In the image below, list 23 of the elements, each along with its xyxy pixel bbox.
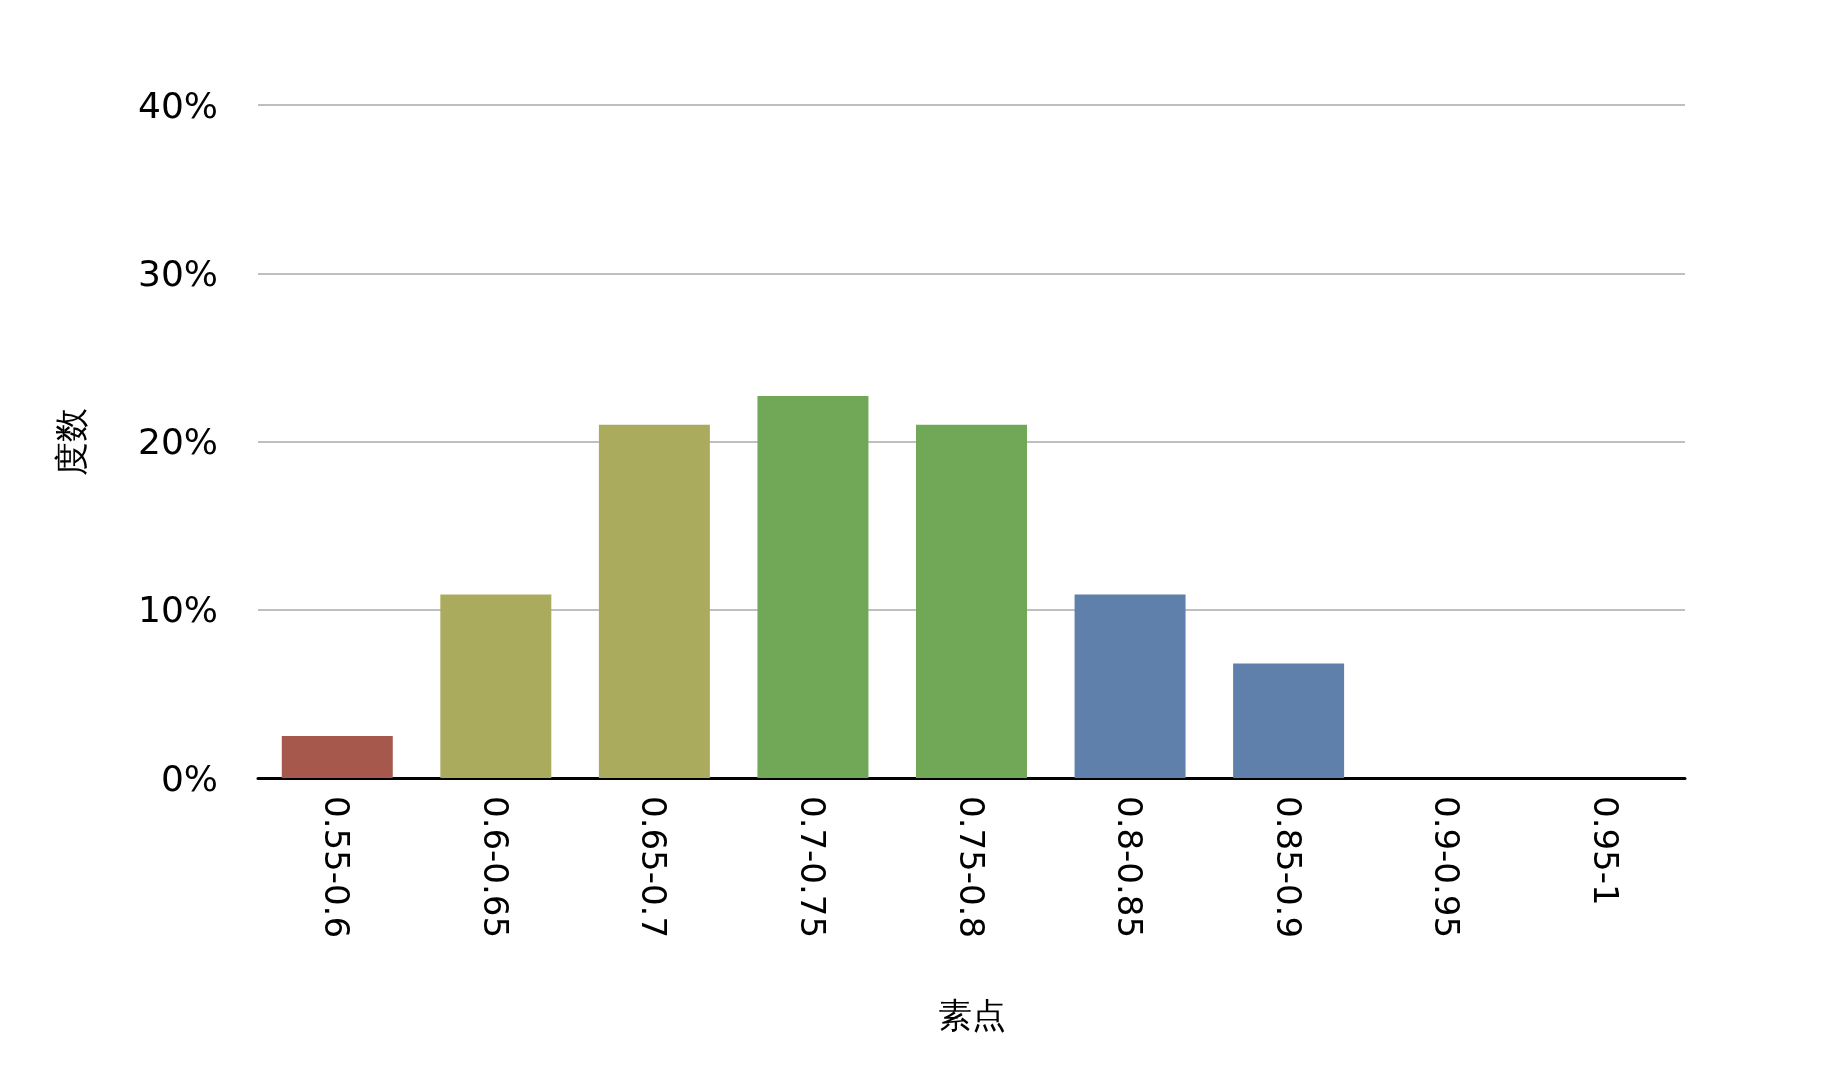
y-tick-label: 40% [137, 84, 218, 126]
y-tick-label: 30% [137, 252, 218, 294]
bar [1233, 663, 1345, 778]
x-tick-label: 0.6-0.65 [475, 796, 516, 939]
bar [281, 735, 393, 778]
x-tick-label: 0.9-0.95 [1427, 796, 1468, 939]
x-axis-title: 素点 [937, 995, 1006, 1035]
x-tick-label: 0.95-1 [1585, 796, 1626, 906]
bar [1074, 594, 1186, 778]
x-tick-label: 0.8-0.85 [1110, 796, 1151, 939]
x-tick-label: 0.7-0.75 [792, 796, 833, 939]
bar [916, 424, 1027, 778]
x-tick-label: 0.55-0.6 [317, 796, 358, 939]
y-axis-title: 度数 [51, 407, 91, 476]
y-tick-label: 10% [137, 589, 218, 631]
x-tick-label: 0.75-0.8 [951, 796, 992, 939]
x-tick-label: 0.65-0.7 [634, 796, 675, 939]
bar [440, 594, 552, 778]
bar [757, 396, 869, 778]
y-tick-label: 20% [137, 421, 218, 462]
x-tick-label: 0.85-0.9 [1268, 796, 1309, 939]
y-tick-label: 0% [160, 757, 218, 799]
bar [598, 424, 710, 778]
